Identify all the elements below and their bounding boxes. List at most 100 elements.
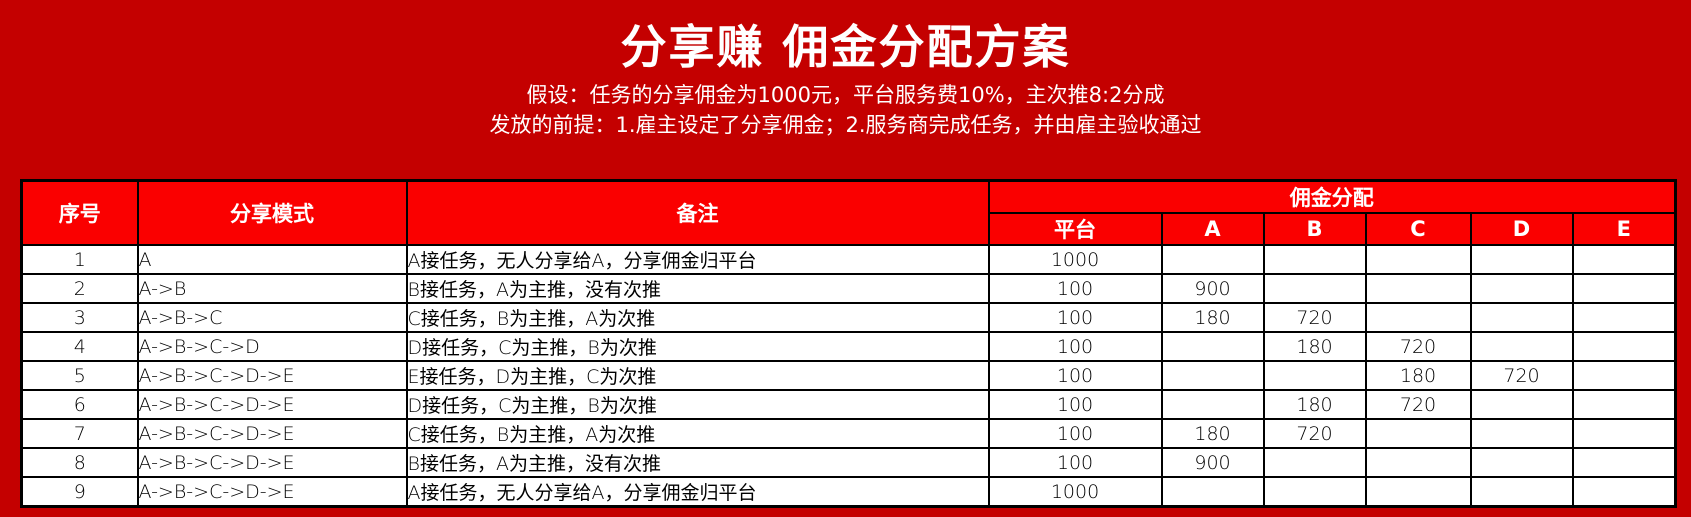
cell-b: 180 — [1262, 331, 1367, 362]
cell-d — [1469, 447, 1574, 478]
column-header-remark: 备注 — [405, 179, 990, 246]
cell-platform: 100 — [987, 360, 1163, 391]
column-header-d: D — [1469, 212, 1574, 246]
commission-table-container: 序号 分享模式 备注 佣金分配 平台 A B C D E 1 A A接任务，无人分享… — [20, 179, 1678, 508]
cell-e — [1571, 360, 1677, 391]
column-header-index: 序号 — [20, 179, 139, 246]
cell-a — [1160, 244, 1265, 275]
cell-mode: A->B->C->D->E — [136, 476, 408, 508]
cell-a: 900 — [1160, 273, 1265, 304]
cell-platform: 100 — [987, 447, 1163, 478]
cell-b — [1262, 476, 1367, 508]
cell-d — [1469, 418, 1574, 449]
cell-platform: 100 — [987, 418, 1163, 449]
cell-c: 720 — [1364, 389, 1472, 420]
cell-b: 720 — [1262, 302, 1367, 333]
cell-c — [1364, 244, 1472, 275]
cell-mode: A — [136, 244, 408, 275]
cell-platform: 100 — [987, 331, 1163, 362]
cell-b — [1262, 244, 1367, 275]
cell-d — [1469, 302, 1574, 333]
table-row: 5 A->B->C->D->E E接任务，D为主推，C为次推 100 180 720 — [20, 360, 1677, 391]
cell-mode: A->B->C->D->E — [136, 447, 408, 478]
cell-c — [1364, 418, 1472, 449]
table-row: 8 A->B->C->D->E B接任务，A为主推，没有次推 100 900 — [20, 447, 1677, 478]
column-header-e: E — [1571, 212, 1677, 246]
cell-e — [1571, 418, 1677, 449]
cell-d — [1469, 331, 1574, 362]
cell-a — [1160, 476, 1265, 508]
cell-remark: B接任务，A为主推，没有次推 — [405, 273, 990, 304]
column-header-c: C — [1364, 212, 1472, 246]
cell-c — [1364, 273, 1472, 304]
assumption-subtitle: 假设：任务的分享佣金为1000元，平台服务费10%，主次推8:2分成 — [526, 83, 1165, 107]
cell-mode: A->B->C->D — [136, 331, 408, 362]
cell-remark: C接任务，B为主推，A为次推 — [405, 302, 990, 333]
cell-c: 180 — [1364, 360, 1472, 391]
table-row: 1 A A接任务，无人分享给A，分享佣金归平台 1000 — [20, 244, 1677, 275]
cell-c — [1364, 447, 1472, 478]
cell-mode: A->B->C — [136, 302, 408, 333]
table-header: 序号 分享模式 备注 佣金分配 平台 A B C D E — [20, 179, 1677, 246]
cell-platform: 1000 — [987, 244, 1163, 275]
cell-b: 180 — [1262, 389, 1367, 420]
cell-platform: 100 — [987, 273, 1163, 304]
cell-d — [1469, 273, 1574, 304]
cell-d: 720 — [1469, 360, 1574, 391]
column-header-b: B — [1262, 212, 1367, 246]
cell-index: 1 — [20, 244, 139, 275]
cell-d — [1469, 244, 1574, 275]
header-row-sub: 平台 A B C D E — [22, 212, 1677, 246]
cell-index: 8 — [20, 447, 139, 478]
cell-a: 900 — [1160, 447, 1265, 478]
cell-remark: D接任务，C为主推，B为次推 — [405, 331, 990, 362]
table-row: 9 A->B->C->D->E A接任务，无人分享给A，分享佣金归平台 1000 — [20, 476, 1677, 508]
cell-e — [1571, 389, 1677, 420]
cell-remark: A接任务，无人分享给A，分享佣金归平台 — [405, 476, 990, 508]
cell-c: 720 — [1364, 331, 1472, 362]
table-row: 6 A->B->C->D->E D接任务，C为主推，B为次推 100 180 720 — [20, 389, 1677, 420]
cell-mode: A->B->C->D->E — [136, 389, 408, 420]
cell-index: 5 — [20, 360, 139, 391]
cell-index: 3 — [20, 302, 139, 333]
cell-mode: A->B — [136, 273, 408, 304]
table-row: 3 A->B->C C接任务，B为主推，A为次推 100 180 720 — [20, 302, 1677, 333]
cell-mode: A->B->C->D->E — [136, 418, 408, 449]
cell-b — [1262, 273, 1367, 304]
cell-a — [1160, 360, 1265, 391]
cell-c — [1364, 302, 1472, 333]
column-header-distribution-group: 佣金分配 — [987, 179, 1677, 214]
cell-e — [1571, 476, 1677, 508]
cell-index: 9 — [20, 476, 139, 508]
column-header-platform: 平台 — [987, 212, 1163, 246]
cell-platform: 1000 — [987, 476, 1163, 508]
table-row: 4 A->B->C->D D接任务，C为主推，B为次推 100 180 720 — [20, 331, 1677, 362]
cell-a — [1160, 389, 1265, 420]
cell-d — [1469, 476, 1574, 508]
page-title: 分享赚 佣金分配方案 — [620, 20, 1071, 74]
cell-b — [1262, 360, 1367, 391]
column-header-mode: 分享模式 — [136, 179, 408, 246]
cell-remark: A接任务，无人分享给A，分享佣金归平台 — [405, 244, 990, 275]
cell-index: 4 — [20, 331, 139, 362]
cell-d — [1469, 389, 1574, 420]
cell-e — [1571, 244, 1677, 275]
header-row-group: 序号 分享模式 备注 佣金分配 — [20, 179, 1677, 246]
precondition-subtitle: 发放的前提：1.雇主设定了分享佣金；2.服务商完成任务，并由雇主验收通过 — [489, 113, 1202, 137]
column-header-a: A — [1160, 212, 1265, 246]
cell-c — [1364, 476, 1472, 508]
table-row: 2 A->B B接任务，A为主推，没有次推 100 900 — [20, 273, 1677, 304]
table-body: 1 A A接任务，无人分享给A，分享佣金归平台 1000 2 A->B B接任务，A为主推，… — [20, 244, 1677, 508]
cell-e — [1571, 447, 1677, 478]
cell-e — [1571, 273, 1677, 304]
cell-index: 6 — [20, 389, 139, 420]
cell-index: 2 — [20, 273, 139, 304]
cell-remark: E接任务，D为主推，C为次推 — [405, 360, 990, 391]
cell-e — [1571, 331, 1677, 362]
cell-a: 180 — [1160, 302, 1265, 333]
cell-platform: 100 — [987, 302, 1163, 333]
cell-b: 720 — [1262, 418, 1367, 449]
cell-mode: A->B->C->D->E — [136, 360, 408, 391]
cell-e — [1571, 302, 1677, 333]
